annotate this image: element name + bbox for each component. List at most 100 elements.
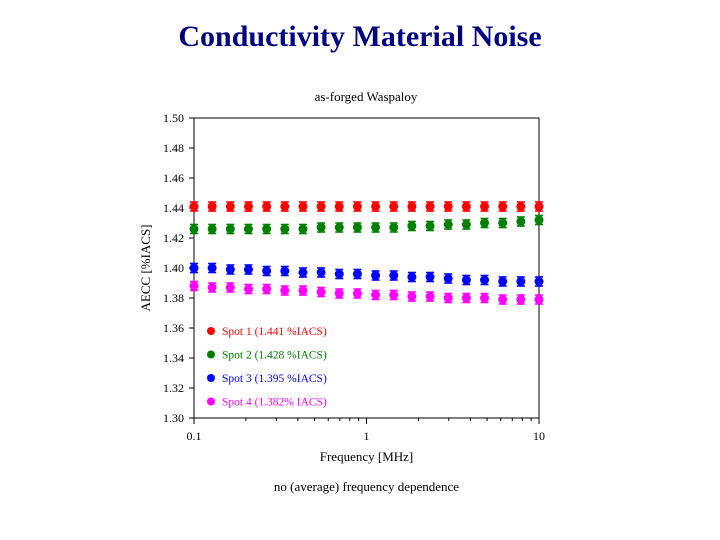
data-point: [280, 202, 290, 211]
legend-marker: [207, 350, 215, 359]
series-2: [189, 214, 544, 235]
data-point: [243, 265, 253, 274]
data-point: [225, 224, 235, 234]
data-point: [480, 293, 490, 303]
data-point: [316, 287, 326, 297]
data-point: [189, 263, 199, 273]
data-point: [371, 223, 381, 232]
y-tick-label: 1.34: [163, 351, 184, 365]
data-point: [352, 223, 362, 232]
y-tick-label: 1.42: [163, 231, 184, 245]
data-point: [443, 293, 453, 303]
slide-title: Conductivity Material Noise: [178, 20, 542, 53]
data-point: [480, 202, 490, 211]
data-point: [262, 202, 272, 211]
data-point: [298, 202, 308, 211]
data-point: [516, 217, 526, 226]
y-tick-label: 1.40: [163, 261, 184, 275]
series-layer: [189, 201, 544, 305]
data-point: [207, 202, 217, 211]
data-point: [371, 290, 381, 300]
data-point: [534, 277, 544, 286]
data-point: [334, 223, 344, 232]
data-point: [534, 202, 544, 211]
data-point: [280, 224, 290, 234]
x-axis: 0.1 1 10: [187, 418, 545, 443]
data-point: [371, 202, 381, 211]
data-point: [189, 202, 199, 211]
data-point: [280, 266, 290, 276]
data-point: [498, 295, 508, 304]
data-point: [498, 218, 508, 228]
data-point: [516, 295, 526, 304]
data-point: [480, 275, 490, 285]
y-axis-label: AECC [%IACS]: [138, 224, 153, 311]
data-point: [407, 221, 417, 231]
data-point: [352, 202, 362, 211]
data-point: [243, 224, 253, 234]
data-point: [280, 286, 290, 295]
data-point: [461, 293, 471, 303]
legend-marker: [207, 374, 215, 382]
x-tick-label: 1: [364, 429, 370, 443]
data-point: [407, 272, 417, 282]
data-point: [534, 295, 544, 304]
data-point: [443, 220, 453, 229]
legend-label: Spot 2 (1.428 %IACS): [222, 350, 327, 362]
legend-label: Spot 1 (1.441 %IACS): [222, 326, 327, 338]
y-tick-label: 1.38: [163, 291, 184, 305]
data-point: [189, 281, 199, 291]
data-point: [407, 292, 417, 301]
data-point: [425, 292, 435, 301]
data-point: [443, 202, 453, 211]
data-point: [425, 202, 435, 211]
data-point: [389, 202, 399, 211]
data-point: [480, 218, 490, 228]
data-point: [425, 221, 435, 231]
data-point: [407, 202, 417, 211]
data-point: [316, 202, 326, 211]
data-point: [461, 275, 471, 285]
y-tick-label: 1.30: [163, 411, 184, 425]
data-point: [207, 283, 217, 292]
data-point: [189, 224, 199, 234]
data-point: [461, 220, 471, 229]
x-tick-label: 0.1: [187, 429, 202, 443]
data-point: [243, 284, 253, 294]
data-point: [516, 277, 526, 286]
data-point: [262, 224, 272, 234]
data-point: [262, 284, 272, 294]
y-tick-label: 1.50: [163, 111, 184, 125]
legend: Spot 1 (1.441 %IACS) Spot 2 (1.428 %IACS)…: [207, 326, 327, 409]
data-point: [443, 274, 453, 283]
data-point: [498, 277, 508, 286]
legend-label: Spot 3 (1.395 %IACS): [222, 373, 327, 385]
data-point: [534, 215, 544, 225]
data-point: [316, 223, 326, 232]
data-point: [262, 266, 272, 276]
data-point: [352, 289, 362, 298]
x-axis-label: Frequency [MHz]: [320, 449, 414, 464]
data-point: [461, 202, 471, 211]
data-point: [389, 290, 399, 300]
data-point: [207, 263, 217, 273]
y-tick-label: 1.44: [163, 201, 184, 215]
data-point: [334, 269, 344, 279]
data-point: [389, 271, 399, 280]
data-point: [316, 268, 326, 277]
data-point: [498, 202, 508, 211]
data-point: [298, 224, 308, 234]
y-tick-label: 1.36: [163, 321, 184, 335]
chart-annotation: no (average) frequency dependence: [274, 479, 459, 494]
x-tick-label: 10: [533, 429, 545, 443]
data-point: [389, 223, 399, 232]
data-point: [298, 268, 308, 277]
data-point: [225, 283, 235, 292]
data-point: [516, 202, 526, 211]
data-point: [225, 202, 235, 211]
data-point: [298, 286, 308, 295]
data-point: [243, 202, 253, 211]
y-axis: 1.30 1.32 1.34 1.36 1.38 1.40 1.42 1.44 1.46 1.48…: [163, 111, 194, 425]
series-4: [189, 280, 544, 305]
legend-label: Spot 4 (1.382% IACS): [222, 397, 327, 409]
